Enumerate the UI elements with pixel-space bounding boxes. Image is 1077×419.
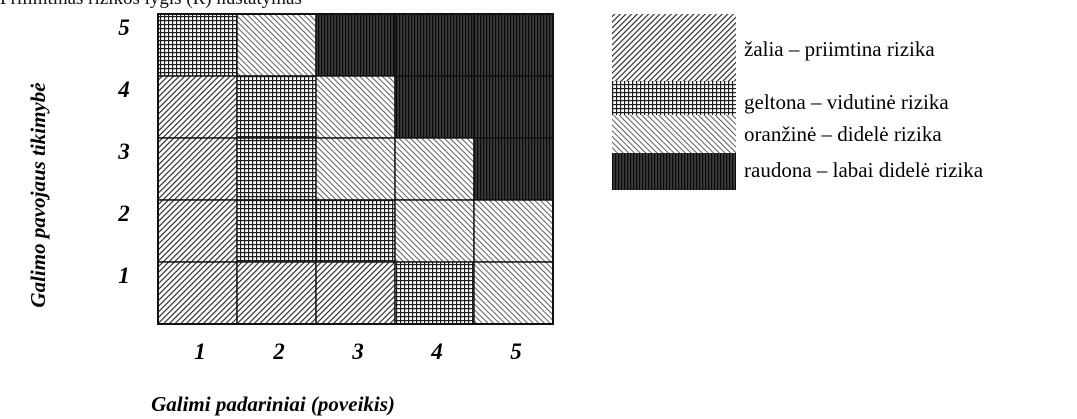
y-tick-label: 4 — [117, 77, 130, 102]
cell-4-5 — [394, 13, 475, 77]
y-tick-label: 2 — [117, 201, 130, 226]
cell-5-4 — [473, 75, 554, 139]
cell-2-2 — [236, 199, 317, 263]
cell-3-4 — [315, 75, 396, 139]
cell-3-5 — [315, 13, 396, 77]
x-tick-label: 1 — [194, 339, 206, 364]
cell-5-3 — [473, 137, 554, 201]
cell-3-1 — [315, 261, 396, 325]
cell-1-1 — [157, 261, 238, 325]
cell-5-1 — [473, 261, 554, 325]
legend-label-oranzine: oranžinė – didelė rizika — [744, 122, 942, 146]
x-tick-label: 4 — [430, 339, 443, 364]
cell-3-2 — [315, 199, 396, 263]
legend-swatch-oranzine — [612, 115, 736, 153]
cell-2-5 — [236, 13, 317, 77]
legend-label-zalia: žalia – priimtina rizika — [744, 37, 935, 61]
x-tick-label: 3 — [351, 339, 364, 364]
cell-2-4 — [236, 75, 317, 139]
cell-5-5 — [473, 13, 554, 77]
cell-4-1 — [394, 261, 475, 325]
cell-1-5 — [157, 13, 238, 77]
legend-swatch-zalia — [612, 14, 736, 81]
cell-1-3 — [157, 137, 238, 201]
cell-2-1 — [236, 261, 317, 325]
cell-1-4 — [157, 75, 238, 139]
y-tick-label: 3 — [117, 139, 130, 164]
y-tick-label: 1 — [118, 263, 130, 288]
y-tick-label: 5 — [118, 15, 130, 40]
legend-label-geltona: geltona – vidutinė rizika — [744, 90, 949, 114]
cell-4-2 — [394, 199, 475, 263]
cell-4-4 — [394, 75, 475, 139]
cell-1-2 — [157, 199, 238, 263]
x-tick-label: 5 — [510, 339, 522, 364]
plot-border — [157, 13, 554, 325]
cut-off-caption: Prilimtinas rizikos lygis (R) nustatymas — [0, 0, 302, 10]
x-axis-label: Galimi padariniai (poveikis) — [151, 392, 395, 416]
cell-2-3 — [236, 137, 317, 201]
legend-swatch-geltona — [612, 81, 736, 115]
cell-5-2 — [473, 199, 554, 263]
x-tick-label: 2 — [272, 339, 285, 364]
cell-4-3 — [394, 137, 475, 201]
legend-swatch-raudona — [612, 153, 736, 190]
legend-label-raudona: raudona – labai didelė rizika — [744, 158, 984, 182]
y-axis-label: Galimo pavojaus tikimybė — [26, 82, 50, 307]
cell-3-3 — [315, 137, 396, 201]
